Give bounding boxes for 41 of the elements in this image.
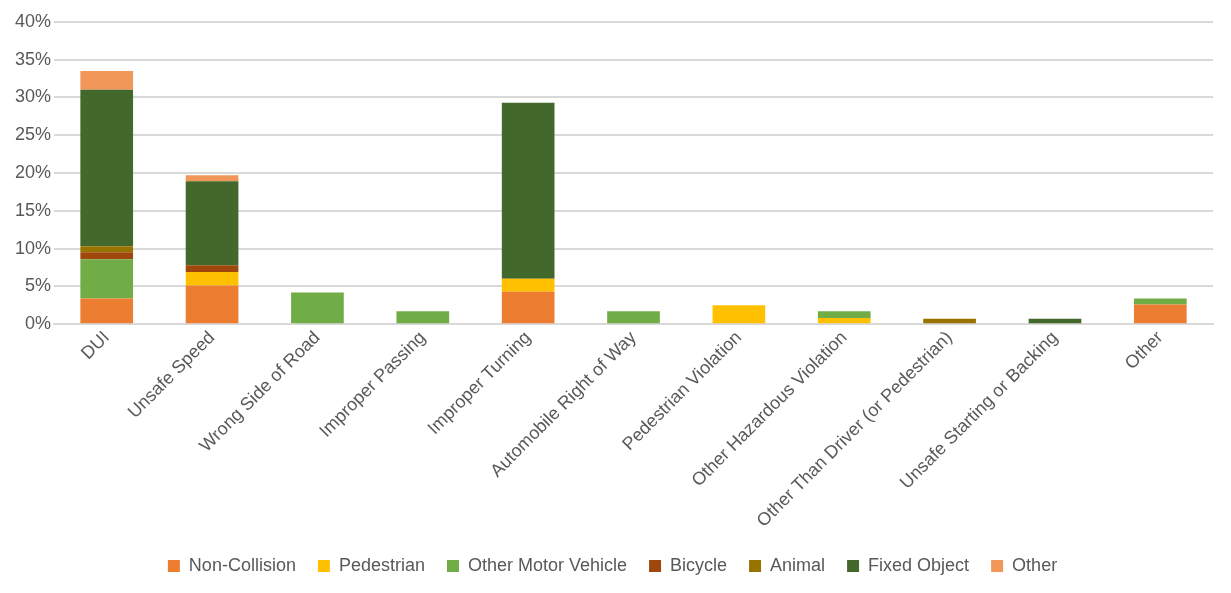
bar: [80, 252, 134, 260]
y-tick-label: 0%: [25, 313, 52, 334]
x-tick-label: DUI: [76, 326, 114, 364]
bar: [501, 291, 555, 324]
legend-label: Bicycle: [670, 554, 728, 575]
y-tick-label: 30%: [15, 86, 52, 107]
bar: [80, 89, 134, 247]
legend-label: Other Motor Vehicle: [467, 554, 628, 575]
bar: [80, 298, 134, 324]
y-tick-label: 40%: [15, 10, 52, 31]
y-tick-label: 10%: [15, 237, 52, 258]
bar: [923, 318, 976, 324]
bar: [80, 259, 134, 299]
legend-label: Fixed Object: [868, 554, 970, 575]
legend-label: Pedestrian: [338, 554, 425, 575]
bar: [1028, 318, 1082, 324]
legend-label: Non-Collision: [188, 554, 296, 575]
y-tick-label: 15%: [15, 199, 52, 220]
legend-label: Animal: [770, 554, 826, 575]
bar: [501, 102, 555, 279]
bar: [501, 278, 555, 292]
bar: [185, 181, 239, 266]
bar: [712, 305, 766, 324]
bar: [817, 318, 871, 324]
bar: [1133, 304, 1187, 324]
bar: [396, 311, 450, 324]
bar: [1133, 298, 1187, 305]
y-tick-label: 5%: [25, 275, 52, 296]
bar: [291, 292, 344, 324]
bar: [817, 311, 871, 319]
bar: [80, 70, 134, 90]
bar: [185, 175, 239, 182]
bar: [185, 285, 239, 324]
y-tick-label: 20%: [15, 161, 52, 182]
y-tick-label: 35%: [15, 48, 52, 69]
bar: [607, 311, 660, 324]
legend-label: Other: [1012, 554, 1058, 575]
bar: [185, 265, 239, 272]
bar: [185, 272, 239, 286]
y-tick-label: 25%: [15, 124, 52, 145]
bar: [80, 246, 134, 253]
